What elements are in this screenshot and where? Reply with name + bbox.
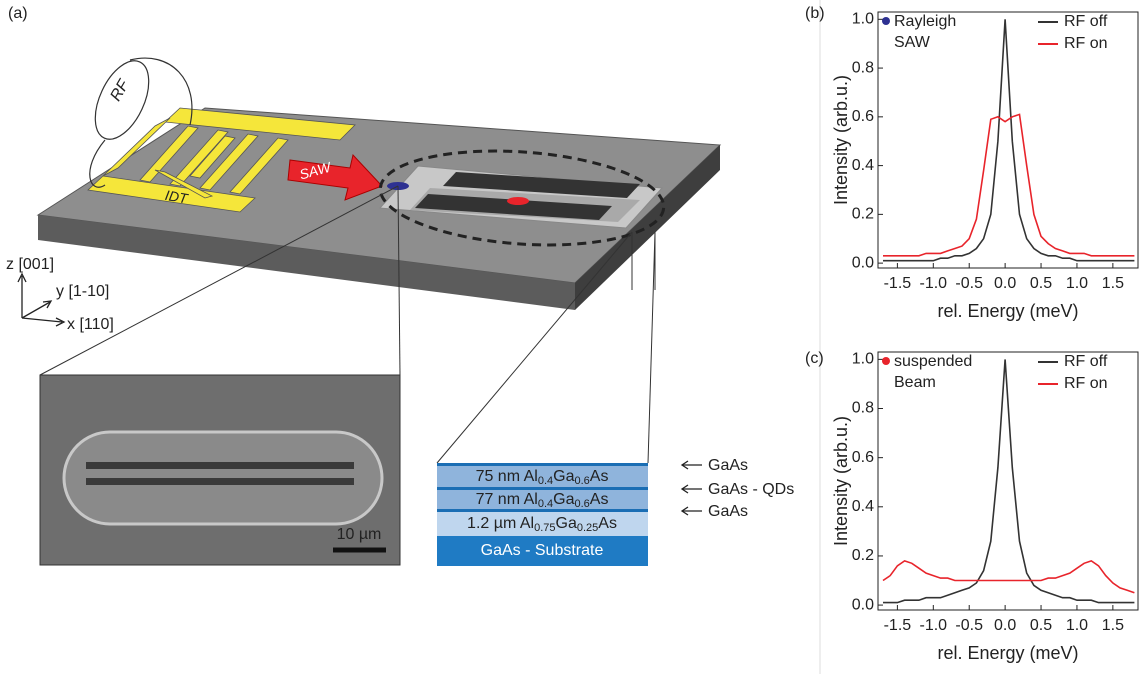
sem-beam <box>86 478 354 485</box>
y-axis-label: Intensity (arb.u.) <box>831 416 851 546</box>
layer-text: As <box>598 515 617 532</box>
legend-label: RF on <box>1064 375 1108 392</box>
y-tick-label: 0.2 <box>852 206 874 223</box>
interface-arrows <box>682 461 702 515</box>
axis-y: y [1-10] <box>56 283 109 300</box>
y-tick-label: 0.2 <box>852 547 874 564</box>
layer-gaas <box>437 463 648 466</box>
panel-label: (b) <box>805 5 825 22</box>
panel-label: (a) <box>8 5 28 22</box>
annotation: Beam <box>894 374 936 391</box>
x-axis-label: rel. Energy (meV) <box>937 301 1078 321</box>
layer-text: 75 nm Al <box>476 468 538 485</box>
y-tick-label: 0.6 <box>852 449 874 466</box>
layer-qd <box>437 487 648 490</box>
x-axis-label: rel. Energy (meV) <box>937 643 1078 663</box>
y-tick-label: 0.4 <box>852 157 874 174</box>
interface-label: GaAs <box>708 457 748 474</box>
series-line <box>883 114 1134 255</box>
layer-text: Ga <box>556 515 577 532</box>
annotation: SAW <box>894 34 931 51</box>
y-tick-label: 0.0 <box>852 254 874 271</box>
subscript: 0.6 <box>574 475 589 487</box>
rf-label: RF <box>107 76 133 104</box>
subscript: 0.75 <box>534 522 555 534</box>
subscript: 0.4 <box>538 498 553 510</box>
annotation: suspended <box>894 353 972 370</box>
layer-text: 1.2 µm Al <box>467 515 534 532</box>
x-tick-label: -1.5 <box>884 275 912 292</box>
y-tick-label: 0.8 <box>852 59 874 76</box>
y-tick-label: 0.8 <box>852 400 874 417</box>
series-line <box>883 359 1134 602</box>
x-tick-label: -0.5 <box>955 275 983 292</box>
annotation: Rayleigh <box>894 13 956 30</box>
x-tick-label: -0.5 <box>955 617 983 634</box>
dot-red <box>507 197 529 205</box>
x-tick-label: 0.5 <box>1030 275 1052 292</box>
layer-text: As <box>590 491 609 508</box>
interface-label: GaAs - QDs <box>708 481 794 498</box>
subscript: 0.25 <box>577 522 598 534</box>
layer-text: Ga <box>553 491 574 508</box>
legend-label: RF off <box>1064 353 1108 370</box>
x-tick-label: 1.0 <box>1066 617 1088 634</box>
x-tick-label: 1.5 <box>1102 275 1124 292</box>
x-tick-label: -1.5 <box>884 617 912 634</box>
axis-x: x [110] <box>67 316 114 333</box>
axis-z: z [001] <box>6 256 54 273</box>
annotation-marker <box>882 357 890 365</box>
legend-label: RF off <box>1064 13 1108 30</box>
series-line <box>883 19 1134 260</box>
layer-text: As <box>590 468 609 485</box>
x-tick-label: 1.0 <box>1066 275 1088 292</box>
x-tick-label: -1.0 <box>920 275 948 292</box>
x-tick-label: -1.0 <box>920 617 948 634</box>
y-tick-label: 1.0 <box>852 351 874 368</box>
scale-bar-label: 10 µm <box>337 526 382 543</box>
y-axis-label: Intensity (arb.u.) <box>831 75 851 205</box>
series-line <box>883 561 1134 593</box>
y-tick-label: 0.0 <box>852 596 874 613</box>
sem-beam <box>86 462 354 469</box>
y-tick-label: 1.0 <box>852 11 874 28</box>
x-tick-label: 0.5 <box>1030 617 1052 634</box>
subscript: 0.6 <box>574 498 589 510</box>
panel-label: (c) <box>805 350 824 367</box>
layer-text: Ga <box>553 468 574 485</box>
subscript: 0.4 <box>538 475 553 487</box>
interface-label: GaAs <box>708 503 748 520</box>
y-tick-label: 0.4 <box>852 498 874 515</box>
x-tick-label: 1.5 <box>1102 617 1124 634</box>
y-tick-label: 0.6 <box>852 108 874 125</box>
layer-label: GaAs - Substrate <box>481 542 604 559</box>
annotation-marker <box>882 17 890 25</box>
x-tick-label: 0.0 <box>994 617 1016 634</box>
legend-label: RF on <box>1064 35 1108 52</box>
figure: (a) IDT RF SAW z [001] y [1-10] <box>0 0 1141 674</box>
layer-text: GaAs - Substrate <box>481 542 604 559</box>
x-tick-label: 0.0 <box>994 275 1016 292</box>
layer-text: 77 nm Al <box>476 491 538 508</box>
